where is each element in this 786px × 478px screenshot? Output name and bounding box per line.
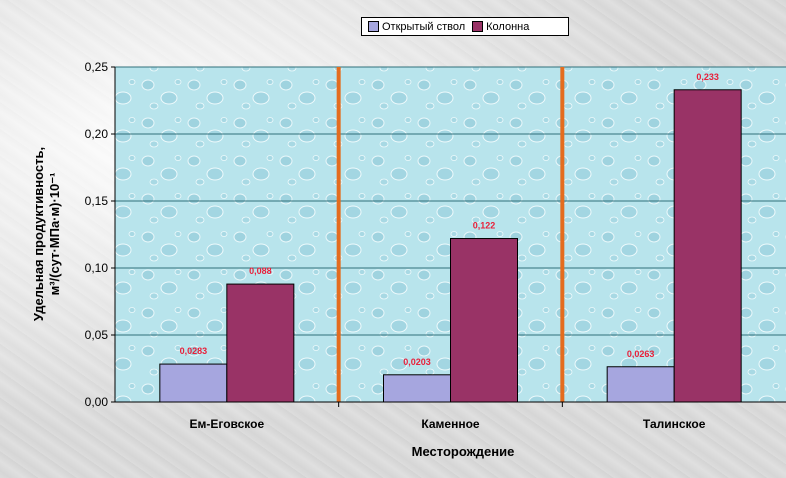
legend-label-open-hole: Открытый ствол <box>382 20 466 33</box>
bar <box>450 238 518 403</box>
x-axis-title: Месторождение <box>412 444 515 459</box>
y-axis-title-line1: Удельная продуктивность, <box>31 147 46 321</box>
x-tick-label: Каменное <box>421 417 480 431</box>
legend-item-open-hole: Открытый ствол <box>368 21 465 33</box>
data-label: 0,088 <box>249 266 272 276</box>
y-axis-title-line2: м³/(сут·МПа·м)·10⁻¹ <box>47 173 62 296</box>
data-label: 0,0283 <box>180 346 208 356</box>
x-tick-label: Талинское <box>643 417 706 431</box>
bar <box>673 89 742 403</box>
legend-label-casing: Колонна <box>486 20 530 33</box>
y-tick-label: 0,05 <box>85 328 109 342</box>
y-tick-label: 0,00 <box>85 395 109 409</box>
legend-swatch-open-hole <box>368 21 379 32</box>
bar <box>159 363 228 403</box>
chart-legend: Открытый ствол Колонна <box>361 17 569 36</box>
legend-swatch-casing <box>472 21 484 32</box>
bar <box>226 283 295 403</box>
data-label: 0,233 <box>696 72 719 82</box>
x-tick-label: Ем-Еговское <box>190 417 265 431</box>
data-label: 0,122 <box>473 221 496 231</box>
y-tick-label: 0,20 <box>85 127 109 141</box>
bar <box>383 374 451 403</box>
data-label: 0,0263 <box>627 349 655 359</box>
legend-item-casing: Колонна <box>472 21 529 33</box>
data-label: 0,0203 <box>403 357 431 367</box>
y-tick-label: 0,10 <box>85 261 109 275</box>
y-tick-label: 0,15 <box>85 194 109 208</box>
bar <box>606 366 675 403</box>
y-tick-label: 0,25 <box>85 60 109 74</box>
